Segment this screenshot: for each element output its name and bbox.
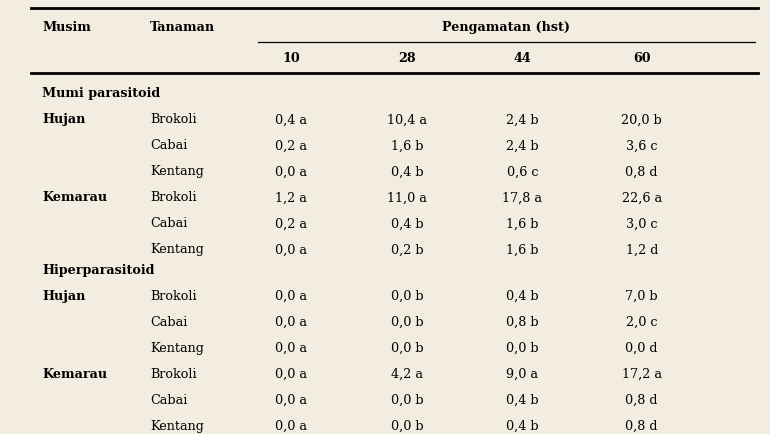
Text: 0,0 a: 0,0 a: [276, 368, 307, 381]
Text: 0,2 b: 0,2 b: [390, 243, 424, 256]
Text: 0,0 b: 0,0 b: [390, 342, 424, 355]
Text: 1,6 b: 1,6 b: [390, 139, 423, 152]
Text: Kentang: Kentang: [150, 243, 204, 256]
Text: Pengamatan (hst): Pengamatan (hst): [442, 21, 571, 34]
Text: 10,4 a: 10,4 a: [387, 113, 427, 126]
Text: Kemarau: Kemarau: [42, 191, 108, 204]
Text: 0,4 b: 0,4 b: [390, 165, 424, 178]
Text: Cabai: Cabai: [150, 139, 188, 152]
Text: 0,0 b: 0,0 b: [390, 290, 424, 303]
Text: Brokoli: Brokoli: [150, 191, 197, 204]
Text: Cabai: Cabai: [150, 394, 188, 407]
Text: 0,4 b: 0,4 b: [506, 394, 539, 407]
Text: 2,4 b: 2,4 b: [506, 113, 539, 126]
Text: 3,0 c: 3,0 c: [626, 217, 658, 230]
Text: 44: 44: [514, 52, 531, 65]
Text: 0,0 a: 0,0 a: [276, 290, 307, 303]
Text: 0,0 b: 0,0 b: [390, 394, 424, 407]
Text: Cabai: Cabai: [150, 217, 188, 230]
Text: 4,2 a: 4,2 a: [391, 368, 423, 381]
Text: 0,4 a: 0,4 a: [276, 113, 307, 126]
Text: 0,0 a: 0,0 a: [276, 342, 307, 355]
Text: 2,4 b: 2,4 b: [506, 139, 539, 152]
Text: 17,2 a: 17,2 a: [621, 368, 661, 381]
Text: 0,8 d: 0,8 d: [625, 394, 658, 407]
Text: 22,6 a: 22,6 a: [621, 191, 661, 204]
Text: Hujan: Hujan: [42, 290, 85, 303]
Text: Tanaman: Tanaman: [150, 21, 216, 34]
Text: 0,0 d: 0,0 d: [625, 342, 658, 355]
Text: Kentang: Kentang: [150, 165, 204, 178]
Text: 0,4 b: 0,4 b: [506, 420, 539, 433]
Text: 0,2 a: 0,2 a: [276, 139, 307, 152]
Text: 0,0 a: 0,0 a: [276, 420, 307, 433]
Text: 0,0 b: 0,0 b: [506, 342, 539, 355]
Text: 0,0 a: 0,0 a: [276, 165, 307, 178]
Text: 11,0 a: 11,0 a: [387, 191, 427, 204]
Text: 0,0 b: 0,0 b: [390, 316, 424, 329]
Text: 7,0 b: 7,0 b: [625, 290, 658, 303]
Text: 2,0 c: 2,0 c: [626, 316, 658, 329]
Text: 0,4 b: 0,4 b: [506, 290, 539, 303]
Text: 0,4 b: 0,4 b: [390, 217, 424, 230]
Text: 28: 28: [398, 52, 416, 65]
Text: 1,2 a: 1,2 a: [276, 191, 307, 204]
Text: Brokoli: Brokoli: [150, 113, 197, 126]
Text: 0,0 a: 0,0 a: [276, 243, 307, 256]
Text: 60: 60: [633, 52, 651, 65]
Text: Hujan: Hujan: [42, 113, 85, 126]
Text: Kemarau: Kemarau: [42, 368, 108, 381]
Text: Mumi parasitoid: Mumi parasitoid: [42, 87, 161, 100]
Text: Kentang: Kentang: [150, 420, 204, 433]
Text: 0,0 a: 0,0 a: [276, 316, 307, 329]
Text: Brokoli: Brokoli: [150, 290, 197, 303]
Text: Brokoli: Brokoli: [150, 368, 197, 381]
Text: 0,6 c: 0,6 c: [507, 165, 538, 178]
Text: 0,8 d: 0,8 d: [625, 420, 658, 433]
Text: Kentang: Kentang: [150, 342, 204, 355]
Text: 20,0 b: 20,0 b: [621, 113, 662, 126]
Text: 0,2 a: 0,2 a: [276, 217, 307, 230]
Text: 3,6 c: 3,6 c: [626, 139, 658, 152]
Text: 1,2 d: 1,2 d: [625, 243, 658, 256]
Text: 17,8 a: 17,8 a: [502, 191, 542, 204]
Text: 0,8 b: 0,8 b: [506, 316, 539, 329]
Text: Musim: Musim: [42, 21, 91, 34]
Text: Cabai: Cabai: [150, 316, 188, 329]
Text: 0,8 d: 0,8 d: [625, 165, 658, 178]
Text: 0,0 a: 0,0 a: [276, 394, 307, 407]
Text: 0,0 b: 0,0 b: [390, 420, 424, 433]
Text: 1,6 b: 1,6 b: [506, 243, 538, 256]
Text: Hiperparasitoid: Hiperparasitoid: [42, 264, 155, 277]
Text: 1,6 b: 1,6 b: [506, 217, 538, 230]
Text: 9,0 a: 9,0 a: [507, 368, 538, 381]
Text: 10: 10: [283, 52, 300, 65]
